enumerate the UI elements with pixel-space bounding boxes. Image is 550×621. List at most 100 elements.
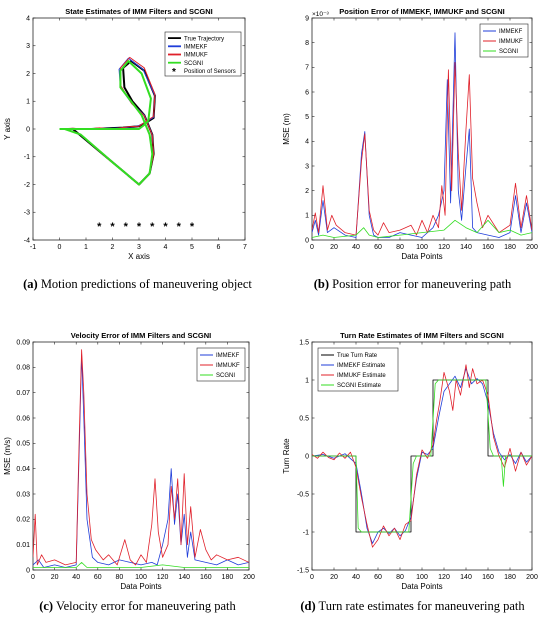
x-tick-label: 180 bbox=[504, 244, 516, 251]
legend-label: IMMEKF bbox=[499, 29, 523, 35]
sensor-marker: * bbox=[177, 221, 182, 233]
y-exponent-label: ×10⁻³ bbox=[312, 11, 329, 18]
x-tick-label: 20 bbox=[51, 574, 59, 581]
x-tick-label: 1 bbox=[84, 244, 88, 251]
legend-label: SCGNI bbox=[184, 61, 203, 67]
x-tick-label: 160 bbox=[482, 574, 494, 581]
y-tick-label: 0.06 bbox=[16, 415, 30, 422]
series-scgni-line bbox=[312, 219, 532, 238]
x-tick-label: 60 bbox=[374, 244, 382, 251]
sensor-marker: * bbox=[163, 221, 168, 233]
chart-4: 0 20 40 60 80 100 120 140 160 180 200 -1.5 -1 -0.5 0 0.… bbox=[282, 331, 538, 591]
legend-label: IMMUKF bbox=[216, 363, 240, 369]
chart-title: Velocity Error of IMM Filters and SCGNI bbox=[71, 331, 211, 340]
sensor-marker: * bbox=[97, 221, 102, 233]
y-axis-label: Y axis bbox=[3, 118, 12, 140]
legend-label: IMMEKF bbox=[216, 353, 240, 359]
caption-d-label: (d) bbox=[300, 599, 316, 613]
x-tick-label: 160 bbox=[200, 574, 212, 581]
x-tick-label: 20 bbox=[330, 244, 338, 251]
x-tick-label: 140 bbox=[460, 244, 472, 251]
series-immukf-line bbox=[33, 349, 249, 566]
y-tick-label: -1.5 bbox=[297, 567, 309, 574]
x-tick-label: 140 bbox=[178, 574, 190, 581]
sensor-marker: * bbox=[150, 221, 155, 233]
caption-a-label: (a) bbox=[23, 277, 38, 291]
y-tick-label: 8 bbox=[305, 40, 309, 47]
caption-b: (b) Position error for maneuvering path bbox=[275, 277, 550, 292]
x-tick-label: 0 bbox=[310, 574, 314, 581]
series-scgni-line bbox=[59, 60, 154, 186]
y-axis-label: Turn Rate bbox=[282, 438, 291, 474]
y-tick-label: 0.08 bbox=[16, 365, 30, 372]
legend-label: True Turn Rate bbox=[337, 353, 378, 359]
y-tick-label: 3 bbox=[26, 43, 30, 50]
y-tick-label: 1 bbox=[305, 377, 309, 384]
y-tick-label: 0 bbox=[305, 453, 309, 460]
y-tick-label: -0.5 bbox=[297, 491, 309, 498]
x-tick-label: 140 bbox=[460, 574, 472, 581]
x-tick-label: 100 bbox=[416, 574, 428, 581]
legend-marker: * bbox=[172, 67, 176, 78]
chart-title: Turn Rate Estimates of IMM Filters and S… bbox=[340, 331, 504, 340]
x-axis-label: Data Points bbox=[120, 582, 161, 591]
y-tick-label: 1 bbox=[305, 213, 309, 220]
sensor-marker: * bbox=[110, 221, 115, 233]
y-tick-label: 0.05 bbox=[16, 441, 30, 448]
x-tick-label: 40 bbox=[72, 574, 80, 581]
chart-3: 0 20 40 60 80 100 120 140 160 180 200 0 0.01 0.02 0.03… bbox=[3, 331, 255, 591]
x-tick-label: 3 bbox=[137, 244, 141, 251]
x-tick-label: 200 bbox=[526, 574, 538, 581]
x-tick-label: 180 bbox=[222, 574, 234, 581]
y-tick-label: 0 bbox=[26, 126, 30, 133]
x-tick-label: 60 bbox=[374, 574, 382, 581]
y-axis-label: MSE (m) bbox=[282, 113, 291, 145]
sensor-marker: * bbox=[124, 221, 129, 233]
y-tick-label: -3 bbox=[24, 210, 30, 217]
y-tick-label: 0.09 bbox=[16, 339, 30, 346]
sensor-marker: * bbox=[190, 221, 195, 233]
legend-label: Position of Sensors bbox=[184, 69, 236, 75]
caption-c: (c) Velocity error for maneuvering path bbox=[0, 599, 275, 614]
x-tick-label: 0 bbox=[31, 574, 35, 581]
y-tick-label: -1 bbox=[303, 529, 309, 536]
x-tick-label: 7 bbox=[243, 244, 247, 251]
caption-b-text: Position error for maneuvering path bbox=[332, 277, 512, 291]
y-tick-label: 2 bbox=[26, 71, 30, 78]
y-axis-label: MSE (m/s) bbox=[3, 437, 12, 475]
x-tick-label: 200 bbox=[526, 244, 538, 251]
y-tick-label: 5 bbox=[305, 114, 309, 121]
x-tick-label: -1 bbox=[30, 244, 36, 251]
caption-a-text: Motion predictions of maneuvering object bbox=[40, 277, 252, 291]
y-tick-label: -4 bbox=[24, 237, 30, 244]
y-tick-label: 2 bbox=[305, 188, 309, 195]
caption-a: (a) Motion predictions of maneuvering ob… bbox=[0, 277, 275, 292]
x-tick-label: 100 bbox=[416, 244, 428, 251]
y-tick-label: 4 bbox=[305, 139, 309, 146]
y-tick-label: 9 bbox=[305, 15, 309, 22]
x-axis-label: Data Points bbox=[401, 252, 442, 261]
x-tick-label: 180 bbox=[504, 574, 516, 581]
x-tick-label: 5 bbox=[190, 244, 194, 251]
series-immukf-estimate-line bbox=[312, 364, 532, 548]
chart-1: -1 0 1 2 3 4 5 6 7 -4 -3 -2 -1 0 1 2 3 4 State Estimates o… bbox=[3, 7, 247, 261]
x-tick-label: 20 bbox=[330, 574, 338, 581]
legend-label: SCGNI bbox=[499, 49, 518, 55]
y-tick-label: 0.5 bbox=[299, 415, 309, 422]
caption-c-text: Velocity error for maneuvering path bbox=[55, 599, 236, 613]
y-tick-label: -1 bbox=[24, 154, 30, 161]
x-tick-label: 2 bbox=[111, 244, 115, 251]
chart-title: State Estimates of IMM Filters and SCGNI bbox=[65, 7, 213, 16]
x-tick-label: 120 bbox=[438, 574, 450, 581]
y-tick-label: 1.5 bbox=[299, 339, 309, 346]
x-tick-label: 40 bbox=[352, 244, 360, 251]
series-scgni-line bbox=[33, 562, 249, 568]
y-tick-label: 0.03 bbox=[16, 491, 30, 498]
x-axis-label: X axis bbox=[128, 252, 150, 261]
x-tick-label: 100 bbox=[135, 574, 147, 581]
x-tick-label: 4 bbox=[164, 244, 168, 251]
y-tick-label: 0.07 bbox=[16, 390, 30, 397]
y-tick-label: 7 bbox=[305, 65, 309, 72]
x-tick-label: 60 bbox=[94, 574, 102, 581]
